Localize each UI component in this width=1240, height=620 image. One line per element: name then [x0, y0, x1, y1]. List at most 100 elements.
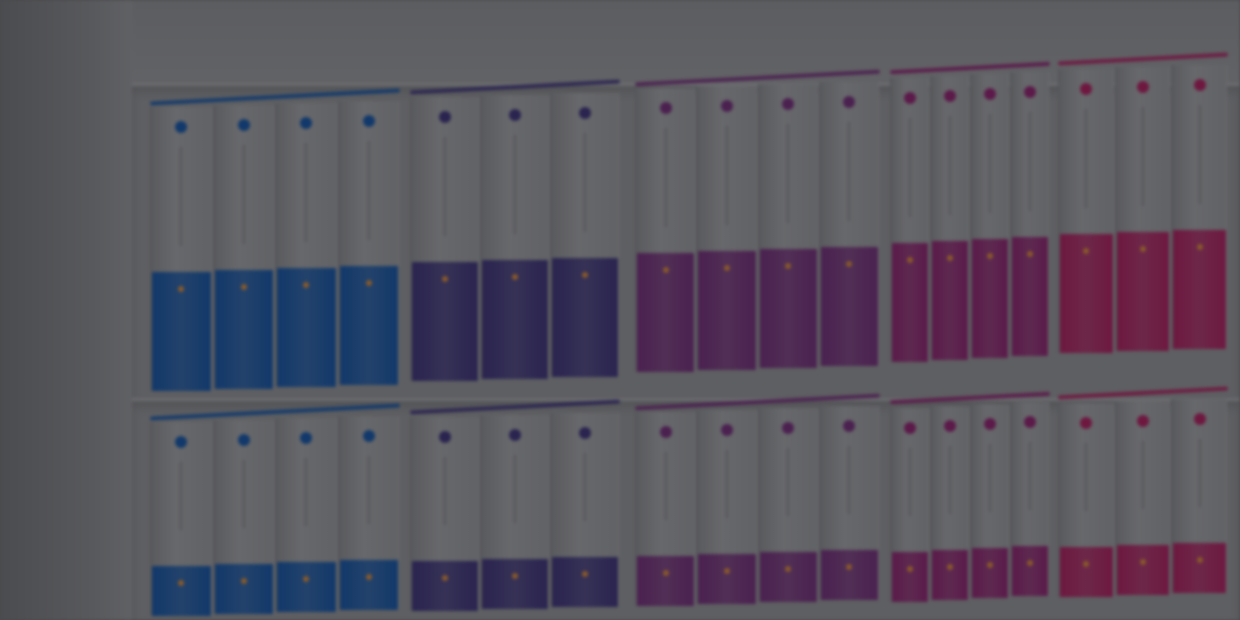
spine-label — [305, 143, 308, 242]
spine-label — [949, 116, 951, 215]
binder-spine — [890, 408, 929, 602]
binder-spine — [212, 420, 274, 614]
globe-icon — [362, 115, 375, 127]
flower-icon — [904, 92, 916, 104]
flower-icon — [659, 426, 672, 438]
binder-spine — [635, 88, 696, 372]
binder-spine — [818, 82, 879, 366]
drop-icon — [439, 111, 451, 123]
color-band — [482, 559, 548, 609]
spine-label — [180, 462, 183, 530]
drop-icon — [509, 429, 521, 441]
spine-label — [367, 456, 370, 524]
globe-icon — [300, 117, 313, 129]
binder-spine — [930, 76, 969, 360]
color-band — [1116, 232, 1170, 351]
band-emblem-icon — [1027, 560, 1033, 566]
color-band — [152, 272, 211, 391]
pen-icon — [1193, 79, 1206, 91]
binder-spine — [1010, 72, 1049, 356]
spine-label — [725, 450, 728, 518]
band-emblem-icon — [1083, 561, 1090, 567]
spine-label — [584, 133, 586, 232]
flower-icon — [984, 418, 996, 430]
flower-icon — [904, 422, 916, 434]
color-band — [1173, 543, 1226, 593]
band-emblem-icon — [303, 576, 310, 582]
color-band — [214, 564, 273, 614]
globe-icon — [175, 121, 188, 133]
band-emblem-icon — [1027, 251, 1033, 257]
binder-spine — [1114, 67, 1171, 351]
color-band — [1116, 545, 1170, 595]
spine-label — [1198, 105, 1201, 204]
flower-icon — [720, 100, 733, 112]
pen-icon — [1080, 83, 1093, 95]
spine-label — [989, 114, 991, 213]
spine-label — [909, 448, 911, 516]
color-band — [1173, 230, 1226, 349]
spine-label — [989, 444, 991, 512]
band-emblem-icon — [1196, 244, 1203, 250]
color-band — [932, 550, 968, 600]
band-emblem-icon — [723, 568, 730, 574]
color-band — [1012, 546, 1048, 596]
band-emblem-icon — [1139, 559, 1146, 565]
band-emblem-icon — [723, 265, 730, 271]
binder-spine — [757, 84, 818, 368]
color-band — [1012, 237, 1048, 356]
band-emblem-icon — [582, 571, 588, 577]
binder-spine — [275, 103, 337, 387]
band-emblem-icon — [365, 280, 372, 286]
spine-label — [787, 124, 790, 223]
binder-spine — [337, 416, 399, 610]
band-emblem-icon — [662, 267, 669, 273]
color-band — [412, 262, 478, 381]
color-band — [552, 557, 618, 607]
shelf-side-panel — [0, 0, 132, 620]
band-emblem-icon — [365, 574, 372, 580]
color-band — [1060, 547, 1113, 597]
band-emblem-icon — [512, 274, 518, 280]
color-band — [1060, 234, 1113, 353]
spine-label — [1029, 112, 1031, 211]
drop-icon — [509, 109, 521, 121]
binder-spine — [1171, 65, 1227, 349]
flower-icon — [659, 102, 672, 114]
spine-label — [909, 118, 911, 217]
color-band — [277, 562, 336, 612]
binder-spine — [550, 93, 619, 377]
band-emblem-icon — [785, 566, 792, 572]
spine-label — [664, 128, 667, 227]
spine-label — [848, 122, 851, 221]
flower-icon — [782, 98, 795, 110]
pen-icon — [1136, 415, 1149, 427]
binder-spine — [550, 413, 619, 607]
band-emblem-icon — [178, 580, 185, 586]
color-band — [932, 241, 968, 360]
binder-spine — [1058, 69, 1114, 353]
spine-label — [787, 448, 790, 516]
band-emblem-icon — [303, 282, 310, 288]
spine-label — [444, 457, 446, 525]
pen-icon — [1193, 413, 1206, 425]
color-band — [637, 253, 695, 372]
drop-icon — [579, 427, 591, 439]
band-emblem-icon — [907, 257, 913, 263]
globe-icon — [175, 436, 188, 448]
band-emblem-icon — [512, 573, 518, 579]
band-emblem-icon — [1083, 248, 1090, 254]
binder-spine — [757, 408, 818, 602]
spine-label — [444, 137, 446, 236]
globe-icon — [237, 119, 250, 131]
spine-label — [367, 141, 370, 240]
color-band — [339, 266, 398, 385]
binder-spine — [480, 95, 549, 379]
binder-spine — [818, 406, 879, 600]
flower-icon — [944, 90, 956, 102]
flower-icon — [843, 96, 856, 108]
band-emblem-icon — [1196, 557, 1203, 563]
color-band — [482, 260, 548, 379]
binder-spine — [1171, 399, 1227, 593]
